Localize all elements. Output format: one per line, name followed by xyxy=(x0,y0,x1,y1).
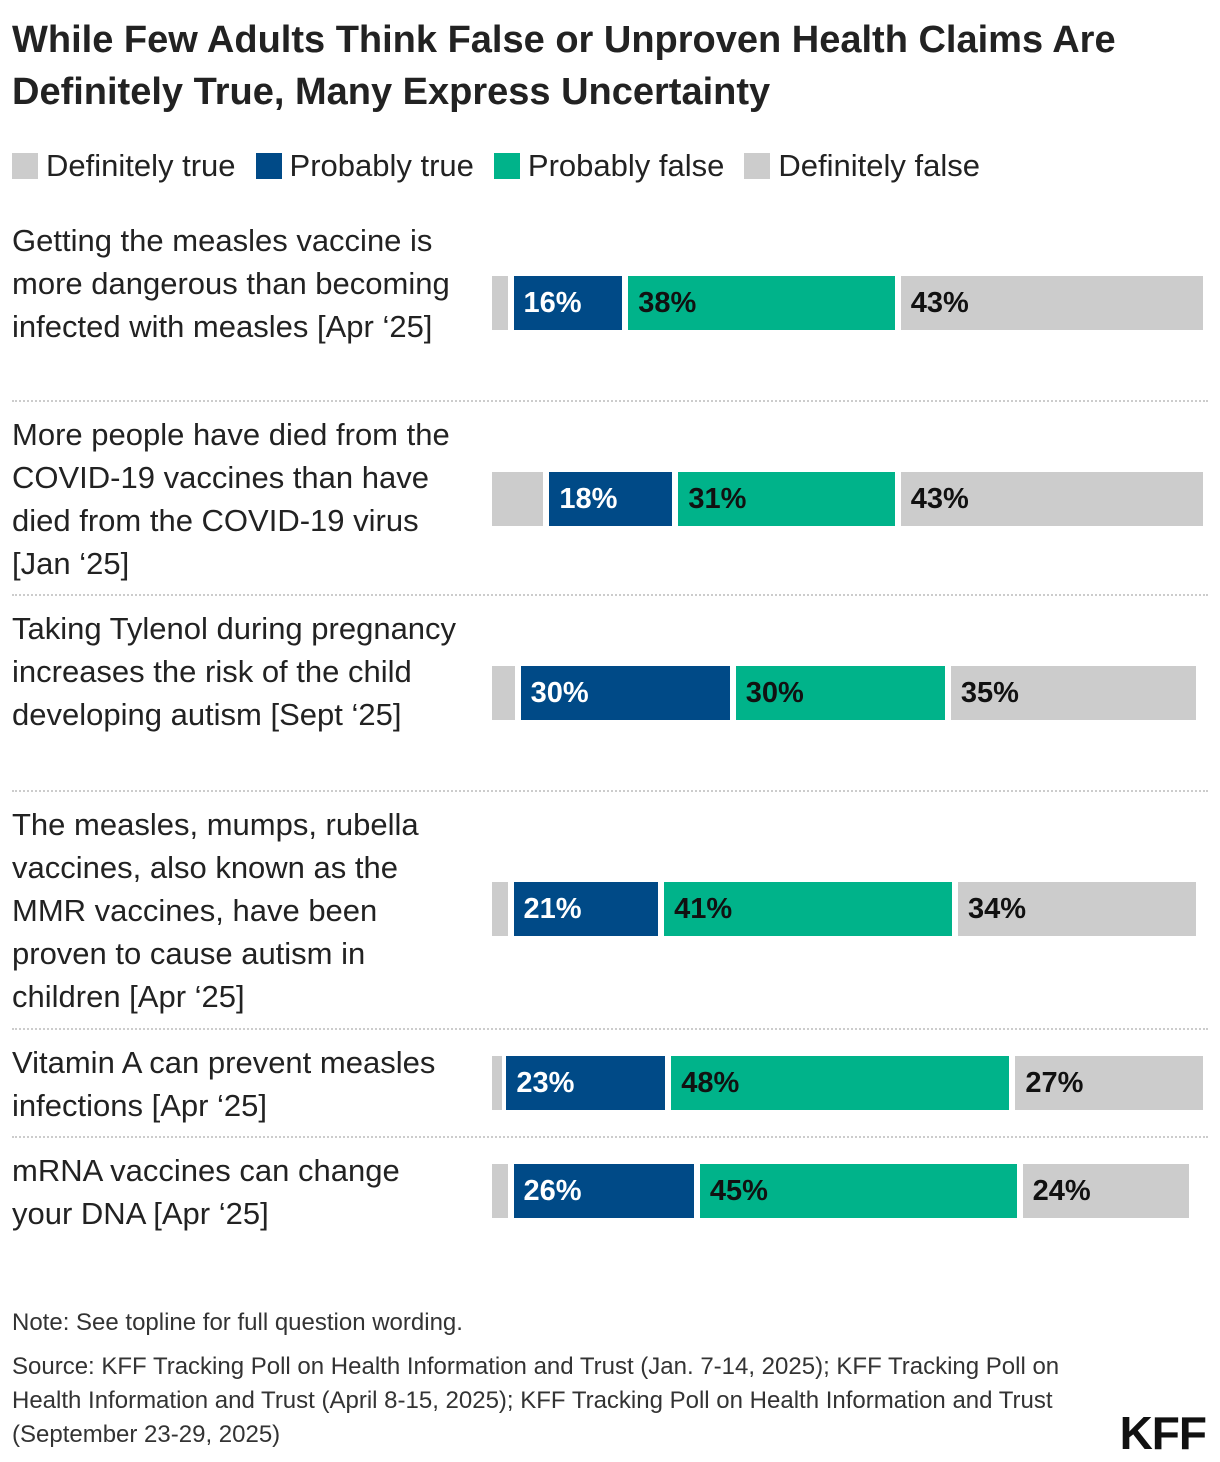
data-label: 23% xyxy=(516,1066,575,1099)
kff-logo: KFF xyxy=(1119,1407,1207,1459)
data-label: 21% xyxy=(523,892,582,925)
category-label: Getting the measles vaccine is more dang… xyxy=(12,223,450,344)
bar-probably-true: 30% xyxy=(520,666,730,720)
data-label: 18% xyxy=(559,482,618,515)
legend-swatch xyxy=(744,153,771,179)
divider xyxy=(12,400,1208,402)
bar-probably-true: 26% xyxy=(513,1164,694,1218)
divider xyxy=(12,594,1208,596)
bar-probably-true: 23% xyxy=(506,1056,666,1110)
data-label: 16% xyxy=(523,286,582,319)
legend-item: Definitely true xyxy=(12,148,236,184)
bar-definitely-false: 27% xyxy=(1015,1056,1203,1110)
bar-definitely-true xyxy=(492,472,544,526)
legend-swatch xyxy=(12,153,38,179)
data-label: 30% xyxy=(530,676,589,709)
category-label: The measles, mumps, rubella vaccines, al… xyxy=(12,807,419,1014)
legend-label: Probably true xyxy=(289,148,474,183)
chart-title: While Few Adults Think False or Unproven… xyxy=(12,19,1116,113)
data-label: 43% xyxy=(910,286,969,319)
data-label: 35% xyxy=(960,676,1019,709)
data-label: 26% xyxy=(523,1174,582,1207)
note: Note: See topline for full question word… xyxy=(12,1309,463,1336)
bar-probably-false: 30% xyxy=(735,666,945,720)
legend-swatch xyxy=(255,153,282,179)
bar-probably-true: 18% xyxy=(549,472,673,526)
legend-label: Definitely false xyxy=(778,148,980,183)
legend-label: Definitely true xyxy=(46,148,236,183)
bar-definitely-true xyxy=(492,666,515,720)
legend-swatch xyxy=(493,153,520,179)
bar-definitely-true xyxy=(492,276,508,330)
data-label: 43% xyxy=(910,482,969,515)
category-label: More people have died from the COVID-19 … xyxy=(12,417,450,581)
data-label: 41% xyxy=(674,892,733,925)
bar-probably-true: 16% xyxy=(513,276,623,330)
divider xyxy=(12,790,1208,792)
data-label: 45% xyxy=(709,1174,768,1207)
data-label: 24% xyxy=(1032,1174,1091,1207)
bar-definitely-false: 43% xyxy=(900,472,1203,526)
bar-probably-false: 38% xyxy=(628,276,895,330)
divider xyxy=(12,1028,1208,1030)
category-label: mRNA vaccines can change your DNA [Apr ‘… xyxy=(12,1153,400,1231)
bar-definitely-false: 34% xyxy=(958,882,1196,936)
source: Source: KFF Tracking Poll on Health Info… xyxy=(12,1353,1060,1448)
legend-item: Definitely false xyxy=(744,148,980,184)
data-label: 38% xyxy=(638,286,697,319)
bar-definitely-false: 43% xyxy=(900,276,1203,330)
bar-probably-true: 21% xyxy=(513,882,659,936)
bar-definitely-true xyxy=(492,882,508,936)
category-label: Taking Tylenol during pregnancy increase… xyxy=(12,611,457,732)
legend-label: Probably false xyxy=(527,148,725,183)
data-label: 30% xyxy=(745,676,804,709)
divider xyxy=(12,1136,1208,1138)
data-label: 27% xyxy=(1025,1066,1084,1099)
data-label: 31% xyxy=(688,482,747,515)
data-label: 34% xyxy=(968,892,1027,925)
legend-item: Probably false xyxy=(493,148,725,184)
bar-probably-false: 48% xyxy=(671,1056,1010,1110)
legend: Definitely true Probably true Probably f… xyxy=(12,148,980,184)
legend-item: Probably true xyxy=(255,148,474,184)
bar-definitely-false: 35% xyxy=(950,666,1196,720)
bar-definitely-true xyxy=(492,1164,508,1218)
data-label: 48% xyxy=(681,1066,740,1099)
bar-definitely-false: 24% xyxy=(1022,1164,1189,1218)
bar-probably-false: 45% xyxy=(699,1164,1017,1218)
category-label: Vitamin A can prevent measles infections… xyxy=(12,1045,436,1123)
bar-probably-false: 31% xyxy=(678,472,895,526)
bar-definitely-true xyxy=(492,1056,502,1110)
bar-probably-false: 41% xyxy=(664,882,953,936)
